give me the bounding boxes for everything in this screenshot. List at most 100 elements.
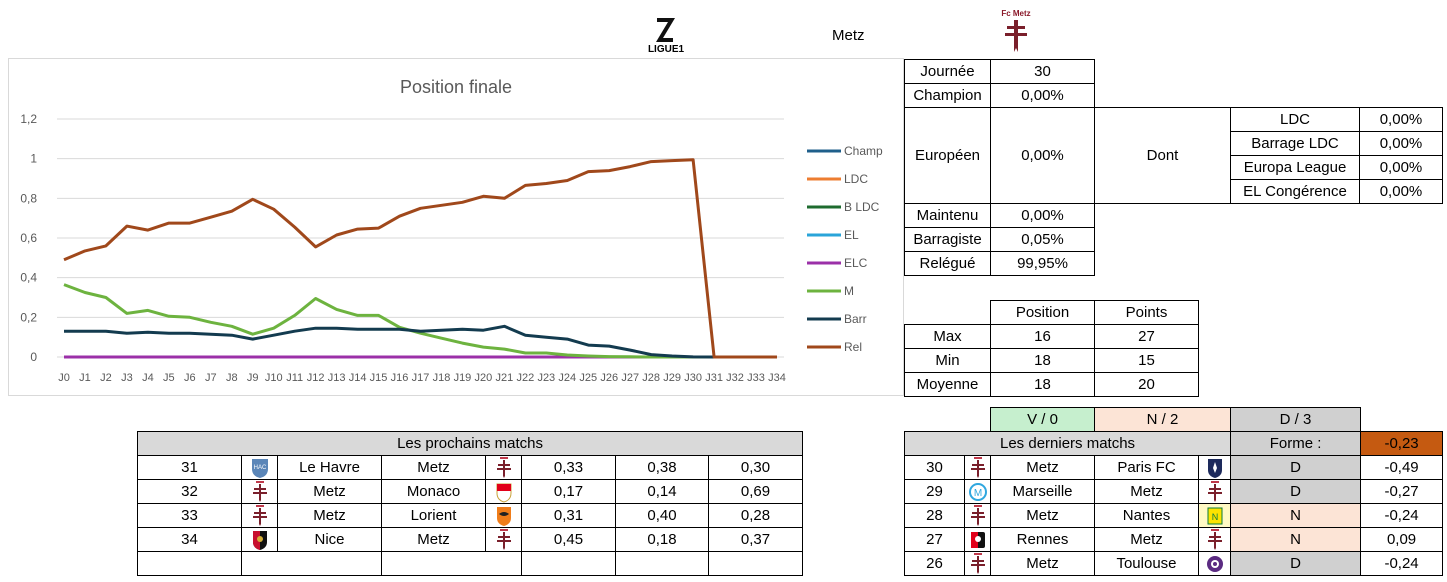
away-team: Toulouse	[1094, 551, 1199, 576]
metz-logo-icon	[970, 456, 985, 478]
form-score: -0,27	[1360, 479, 1444, 504]
home-team: Nice	[277, 527, 382, 552]
y-tick-label: 0,6	[20, 231, 37, 245]
svg-text:HAC: HAC	[253, 465, 266, 471]
x-tick-label: J19	[454, 372, 472, 384]
chart-panel: Position finale 0 0,2 0,4 0,6 0,8 1 1,2 J0 J1 J2 J3…	[8, 58, 904, 396]
empty-cell	[615, 551, 709, 576]
x-tick-label: J31	[705, 372, 723, 384]
ldc-value: 0,00%	[1359, 107, 1443, 132]
points-col-header: Points	[1094, 300, 1199, 325]
table-row: 31 HAC Le Havre Metz 0,33 0,38 0,30	[137, 455, 804, 480]
legend-label: Champ	[844, 144, 883, 158]
match-result: D	[1230, 551, 1362, 576]
home-team: Metz	[277, 479, 382, 504]
form-summary: V / 0 N / 2 D / 3	[990, 407, 1361, 432]
round-number: 26	[904, 551, 965, 576]
x-tick-label: J6	[184, 372, 196, 384]
europa-value: 0,00%	[1359, 155, 1443, 180]
x-tick-label: J2	[100, 372, 112, 384]
team-name: Metz	[832, 27, 865, 44]
legend-label: Barr	[844, 312, 867, 326]
x-tick-label: J18	[433, 372, 451, 384]
legend-label: LDC	[844, 172, 868, 186]
ligue1-logo-text: LIGUE1	[647, 44, 685, 55]
rennes-logo-icon	[970, 531, 985, 548]
x-tick-label: J27	[621, 372, 639, 384]
row-label: Min	[904, 348, 991, 373]
logo-cell: N	[1197, 503, 1232, 528]
metz-logo-icon	[970, 504, 985, 526]
empty-cell	[381, 551, 522, 576]
away-team: Lorient	[381, 503, 486, 528]
champion-value: 0,00%	[990, 83, 1095, 108]
metz-logo-icon	[1207, 480, 1222, 502]
position-value: 18	[990, 372, 1095, 397]
marseille-logo-icon: M	[968, 482, 987, 501]
home-win-prob: 0,31	[521, 503, 616, 528]
chart-title: Position finale	[400, 77, 512, 97]
x-tick-label: J24	[558, 372, 576, 384]
x-tick-label: J8	[226, 372, 238, 384]
match-result: N	[1230, 503, 1362, 528]
ligue1-logo-icon	[656, 18, 675, 42]
next-matches-title: Les prochains matchs	[136, 431, 804, 456]
barrage-ldc-value: 0,00%	[1359, 131, 1443, 156]
parisfc-logo-icon	[1207, 458, 1222, 478]
draws-count: N / 2	[1094, 407, 1231, 432]
away-team: Metz	[381, 527, 486, 552]
table-row: Min 18 15	[904, 348, 1199, 373]
y-tick-label: 1,2	[20, 112, 37, 126]
metz-logo-icon	[252, 480, 267, 502]
round-number: 28	[904, 503, 965, 528]
logo-cell	[964, 455, 991, 480]
barragiste-value: 0,05%	[990, 227, 1095, 252]
home-win-prob: 0,45	[521, 527, 616, 552]
table-row: 29 M Marseille Metz D -0,27	[904, 479, 1444, 504]
x-tick-label: J17	[412, 372, 430, 384]
europeen-label: Européen	[904, 107, 991, 204]
round-number: 34	[137, 527, 242, 552]
series-line-barr	[64, 324, 777, 359]
home-win-prob: 0,33	[521, 455, 616, 480]
away-team: Metz	[381, 455, 486, 480]
match-result: N	[1230, 527, 1362, 552]
dont-label: Dont	[1094, 107, 1231, 204]
away-team: Metz	[1094, 479, 1199, 504]
europeen-value: 0,00%	[990, 107, 1095, 204]
away-win-prob: 0,28	[707, 503, 804, 528]
line-chart: Position finale 0 0,2 0,4 0,6 0,8 1 1,2 J0 J1 J2 J3…	[20, 77, 883, 384]
table-row: Max 16 27	[904, 324, 1199, 349]
logo-cell	[1197, 551, 1232, 576]
legend-label: M	[844, 284, 854, 298]
table-row: 34 Nice Metz 0,45 0,18 0,37	[137, 527, 804, 552]
x-tick-label: J11	[286, 372, 303, 384]
x-tick-label: J10	[265, 372, 283, 384]
logo-cell	[485, 455, 522, 480]
monaco-logo-icon	[496, 483, 511, 503]
table-row: 27 Rennes Metz N 0,09	[904, 527, 1444, 552]
y-tick-label: 0,8	[20, 191, 37, 205]
x-tick-label: J28	[642, 372, 660, 384]
match-result: D	[1230, 455, 1362, 480]
logo-cell	[964, 527, 991, 552]
logo-cell	[241, 527, 278, 552]
journee-label: Journée	[904, 59, 991, 84]
forme-label: Forme :	[1230, 431, 1362, 456]
form-score: 0,09	[1360, 527, 1444, 552]
lorient-logo-icon	[496, 506, 511, 526]
x-tick-label: J34	[768, 372, 786, 384]
logo-cell	[485, 479, 522, 504]
table-row: 28 Metz Nantes N N -0,24	[904, 503, 1444, 528]
metz-logo-icon	[252, 504, 267, 526]
x-tick-label: J33	[747, 372, 765, 384]
last-matches-title: Les derniers matchs	[903, 431, 1232, 456]
legend-label: EL	[844, 228, 859, 242]
position-value: 16	[990, 324, 1095, 349]
round-number: 33	[137, 503, 242, 528]
match-result: D	[1230, 479, 1362, 504]
away-team: Monaco	[381, 479, 486, 504]
form-score: -0,24	[1360, 503, 1444, 528]
x-tick-label: J30	[684, 372, 702, 384]
barrage-ldc-label: Barrage LDC	[1230, 131, 1360, 156]
